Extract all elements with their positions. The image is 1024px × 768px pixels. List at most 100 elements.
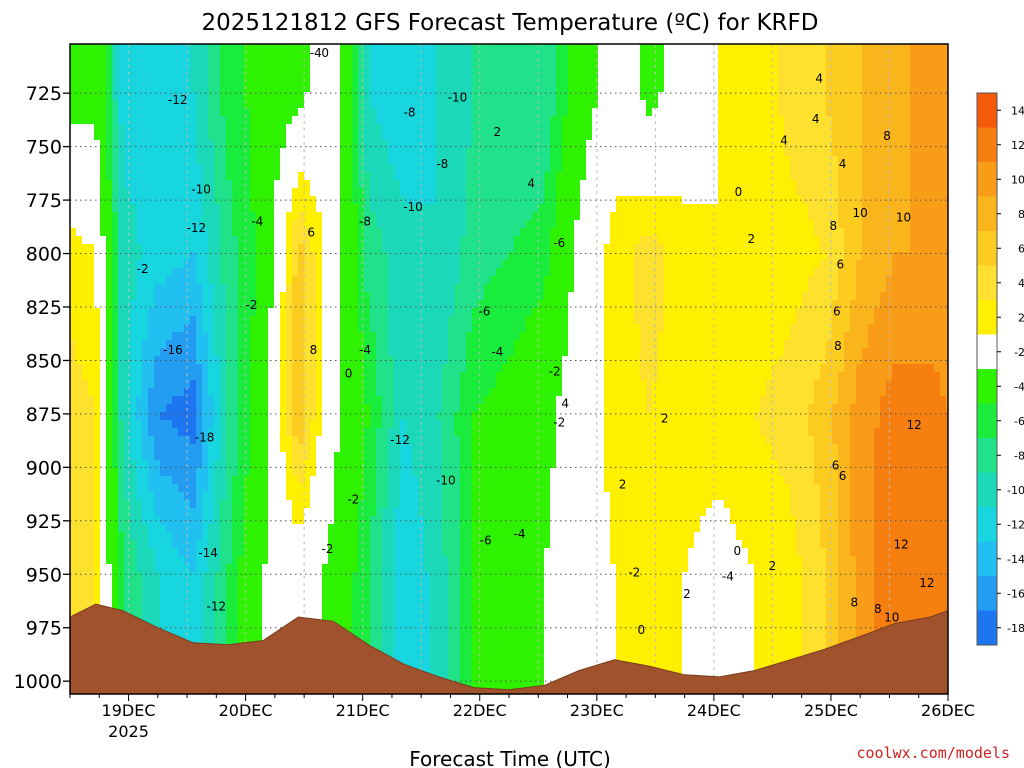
heat-cell (196, 148, 203, 157)
heat-cell (142, 228, 149, 237)
heat-cell (214, 124, 221, 133)
heat-cell (838, 116, 845, 125)
heat-cell (130, 108, 137, 117)
heat-cell (532, 260, 539, 269)
heat-cell (178, 180, 185, 189)
heat-cell (280, 132, 287, 141)
heat-cell (628, 68, 635, 77)
heat-cell (430, 308, 437, 317)
heat-cell (340, 108, 347, 117)
heat-cell (358, 308, 365, 317)
heat-cell (904, 60, 911, 69)
heat-cell (508, 108, 515, 117)
heat-cell (784, 180, 791, 189)
heat-cell (628, 220, 635, 229)
heat-cell (94, 188, 101, 197)
heat-cell (730, 308, 737, 317)
heat-cell (388, 108, 395, 117)
heat-cell (364, 164, 371, 173)
heat-cell (556, 108, 563, 117)
heat-cell (682, 284, 689, 293)
heat-cell (778, 236, 785, 245)
heat-cell (154, 204, 161, 213)
heat-cell (322, 108, 329, 117)
heat-cell (568, 68, 575, 77)
heat-cell (442, 140, 449, 149)
heat-cell (94, 68, 101, 77)
heat-cell (742, 44, 749, 53)
heat-cell (256, 300, 263, 309)
heat-cell (766, 52, 773, 61)
heat-cell (766, 236, 773, 245)
heat-cell (358, 220, 365, 229)
heat-cell (718, 148, 725, 157)
heat-cell (736, 228, 743, 237)
heat-cell (814, 260, 821, 269)
heat-cell (298, 148, 305, 157)
heat-cell (208, 140, 215, 149)
heat-cell (592, 276, 599, 285)
heat-cell (808, 228, 815, 237)
heat-cell (238, 156, 245, 165)
heat-cell (856, 276, 863, 285)
heat-cell (232, 52, 239, 61)
heat-cell (430, 204, 437, 213)
heat-cell (298, 132, 305, 141)
heat-cell (832, 172, 839, 181)
heat-cell (268, 140, 275, 149)
heat-cell (232, 100, 239, 109)
heat-cell (616, 124, 623, 133)
heat-cell (574, 284, 581, 293)
heat-cell (424, 260, 431, 269)
heat-cell (448, 156, 455, 165)
heat-cell (616, 204, 623, 213)
heat-cell (460, 276, 467, 285)
heat-cell (430, 140, 437, 149)
heat-cell (730, 276, 737, 285)
heat-cell (226, 124, 233, 133)
heat-cell (880, 300, 887, 309)
heat-cell (448, 124, 455, 133)
heat-cell (418, 60, 425, 69)
heat-cell (148, 260, 155, 269)
heat-cell (376, 60, 383, 69)
heat-cell (460, 284, 467, 293)
heat-cell (784, 196, 791, 205)
heat-cell (208, 44, 215, 53)
heat-cell (298, 236, 305, 245)
heat-cell (916, 196, 923, 205)
heat-cell (88, 44, 95, 53)
heat-cell (790, 44, 797, 53)
heat-cell (934, 220, 941, 229)
heat-cell (634, 164, 641, 173)
heat-cell (844, 292, 851, 301)
heat-cell (550, 164, 557, 173)
heat-cell (298, 252, 305, 261)
heat-cell (166, 164, 173, 173)
heat-cell (400, 156, 407, 165)
heat-cell (370, 124, 377, 133)
heat-cell (670, 100, 677, 109)
heat-cell (208, 292, 215, 301)
heat-cell (796, 52, 803, 61)
heat-cell (934, 188, 941, 197)
heat-cell (382, 84, 389, 93)
heat-cell (910, 220, 917, 229)
heat-cell (724, 148, 731, 157)
heat-cell (628, 236, 635, 245)
heat-cell (328, 204, 335, 213)
heat-cell (388, 156, 395, 165)
heat-cell (376, 132, 383, 141)
heat-cell (772, 124, 779, 133)
heat-cell (604, 44, 611, 53)
heat-cell (292, 268, 299, 277)
heat-cell (178, 244, 185, 253)
heat-cell (616, 44, 623, 53)
heat-cell (760, 260, 767, 269)
heat-cell (148, 188, 155, 197)
heat-cell (862, 172, 869, 181)
heat-cell (796, 164, 803, 173)
heat-cell (166, 132, 173, 141)
heat-cell (172, 204, 179, 213)
heat-cell (430, 300, 437, 309)
